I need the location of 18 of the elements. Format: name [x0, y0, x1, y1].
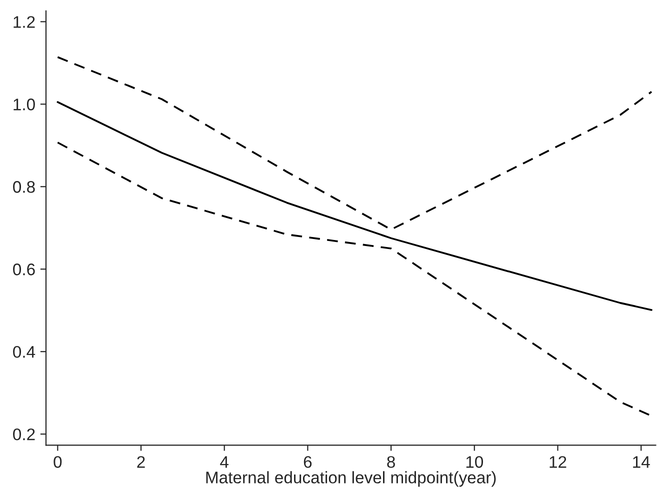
x-tick-label: 4	[220, 456, 229, 468]
x-tick-label: 6	[304, 456, 312, 468]
x-tick-label: 10	[466, 456, 484, 468]
x-tick-label: 12	[550, 456, 566, 468]
line-series	[56, 101, 652, 311]
y-tick-label: 0.8	[13, 181, 35, 193]
x-tick-label: 0	[54, 456, 62, 468]
y-tick-label: 1.0	[14, 98, 35, 110]
x-tick-label: 14	[633, 456, 650, 468]
y-tick-label: 0.6	[13, 264, 35, 276]
x-tick-label: 8	[387, 456, 395, 468]
line-series	[56, 56, 652, 230]
y-tick-label: 0.4	[13, 346, 36, 358]
x-tick-label: 2	[137, 456, 145, 468]
y-tick-label: 0.2	[13, 428, 35, 440]
x-axis-title: Maternal education level midpoint(year)	[206, 471, 496, 487]
y-tick-label: 1.2	[14, 16, 35, 28]
line-series	[56, 142, 652, 417]
